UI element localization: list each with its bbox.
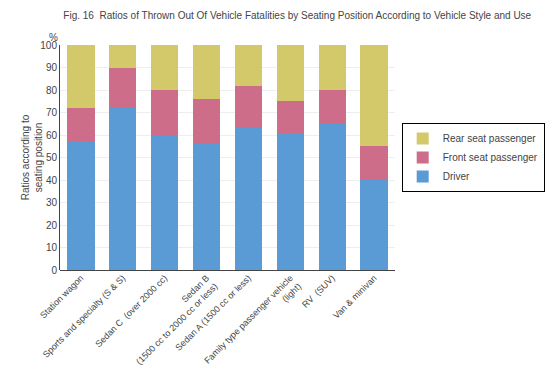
svg-text:Sports and specialty (S & S): Sports and specialty (S & S): [41, 273, 128, 360]
svg-text:60: 60: [46, 130, 58, 141]
svg-text:80: 80: [46, 85, 58, 96]
svg-text:Van & minivan: Van & minivan: [331, 273, 379, 321]
svg-text:Ratios according toseating pos: Ratios according toseating position: [20, 114, 44, 200]
svg-text:50: 50: [46, 152, 58, 163]
svg-text:10: 10: [46, 242, 58, 253]
svg-text:Station wagon: Station wagon: [38, 273, 85, 320]
svg-text:Sedan B(1500 cc to 2000 cc or: Sedan B(1500 cc to 2000 cc or less): [126, 273, 220, 367]
svg-text:Sedan A (1500 cc or less): Sedan A (1500 cc or less): [173, 273, 253, 353]
svg-text:40: 40: [46, 175, 58, 186]
svg-text:Fig. 16 Ratios of Thrown Out: Fig. 16 Ratios of Thrown Out Of Vehicle …: [63, 10, 531, 21]
svg-text:RV (SUV): RV (SUV): [300, 273, 337, 310]
svg-text:Rear seat passenger: Rear seat passenger: [443, 133, 537, 144]
svg-text:Front seat passenger: Front seat passenger: [443, 152, 538, 163]
svg-text:Driver: Driver: [443, 171, 470, 182]
svg-text:0: 0: [51, 265, 57, 276]
svg-text:%: %: [49, 32, 58, 43]
svg-text:20: 20: [46, 220, 58, 231]
svg-text:100: 100: [40, 40, 57, 51]
svg-text:70: 70: [46, 107, 58, 118]
svg-text:30: 30: [46, 197, 58, 208]
svg-text:90: 90: [46, 62, 58, 73]
svg-text:Family type passenger vehicle(: Family type passenger vehicle(light): [202, 273, 303, 374]
svg-text:Sedan C (over 2000 cc): Sedan C (over 2000 cc): [93, 273, 169, 349]
